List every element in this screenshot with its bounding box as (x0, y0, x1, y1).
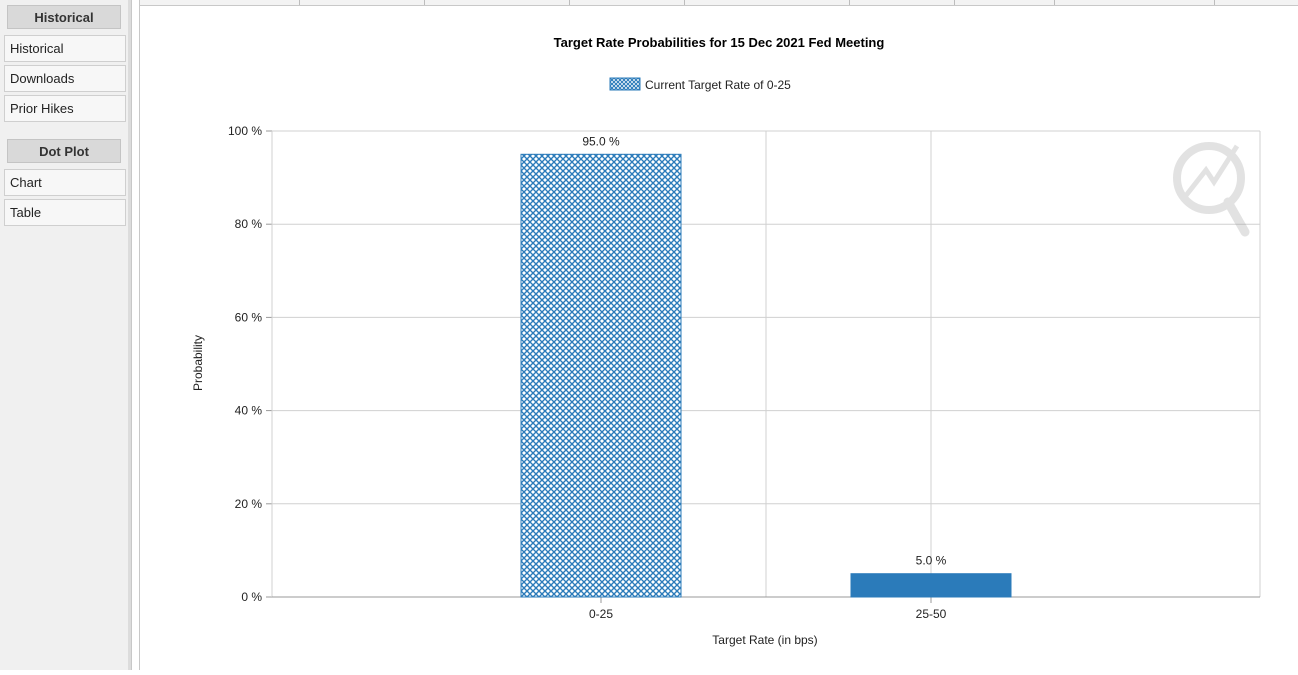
x-axis-label: Target Rate (in bps) (712, 633, 817, 647)
y-tick-label: 40 % (235, 404, 263, 418)
sidebar-section-dot-plot: Dot Plot (7, 139, 121, 163)
tab-divider (1054, 0, 1055, 5)
sidebar: Historical Historical Downloads Prior Hi… (0, 0, 128, 670)
bar (850, 573, 1012, 598)
sidebar-section-historical: Historical (7, 5, 121, 29)
tab-divider (424, 0, 425, 5)
x-tick-label: 0-25 (589, 607, 613, 621)
y-axis-label: Probability (191, 335, 205, 391)
grid (266, 130, 1261, 603)
bars (520, 153, 1012, 598)
sidebar-item-prior-hikes[interactable]: Prior Hikes (4, 95, 126, 122)
tab-divider (954, 0, 955, 5)
x-tick-label: 25-50 (916, 607, 947, 621)
legend-label: Current Target Rate of 0-25 (645, 78, 791, 92)
bar (520, 153, 682, 598)
y-tick-label: 20 % (235, 497, 263, 511)
tab-divider (299, 0, 300, 5)
sidebar-item-chart[interactable]: Chart (4, 169, 126, 196)
tab-divider (849, 0, 850, 5)
y-tick-label: 100 % (228, 124, 262, 138)
chart-panel: 0 % 20 % 40 % 60 % 80 % 100 % 95.0 % 0-25 5.0 % 2… (139, 0, 1298, 670)
y-tick-label: 60 % (235, 310, 263, 324)
sidebar-item-historical[interactable]: Historical (4, 35, 126, 62)
bar-chart: 0 % 20 % 40 % 60 % 80 % 100 % 95.0 % 0-25 5.0 % 2… (191, 35, 1261, 647)
tab-strip (139, 0, 1298, 6)
legend-swatch (609, 77, 641, 91)
data-label: 95.0 % (582, 134, 620, 148)
data-label: 5.0 % (916, 554, 947, 568)
labels: 0 % 20 % 40 % 60 % 80 % 100 % 95.0 % 0-25 5.0 % 2… (228, 124, 947, 621)
tab-divider (1214, 0, 1215, 5)
y-tick-label: 0 % (241, 590, 262, 604)
y-tick-label: 80 % (235, 217, 263, 231)
sidebar-divider (128, 0, 132, 670)
tab-divider (684, 0, 685, 5)
tab-divider (569, 0, 570, 5)
sidebar-item-downloads[interactable]: Downloads (4, 65, 126, 92)
sidebar-item-table[interactable]: Table (4, 199, 126, 226)
legend: Current Target Rate of 0-25 (609, 77, 791, 92)
watermark-logo (1173, 142, 1250, 237)
chart-title: Target Rate Probabilities for 15 Dec 202… (554, 35, 885, 50)
